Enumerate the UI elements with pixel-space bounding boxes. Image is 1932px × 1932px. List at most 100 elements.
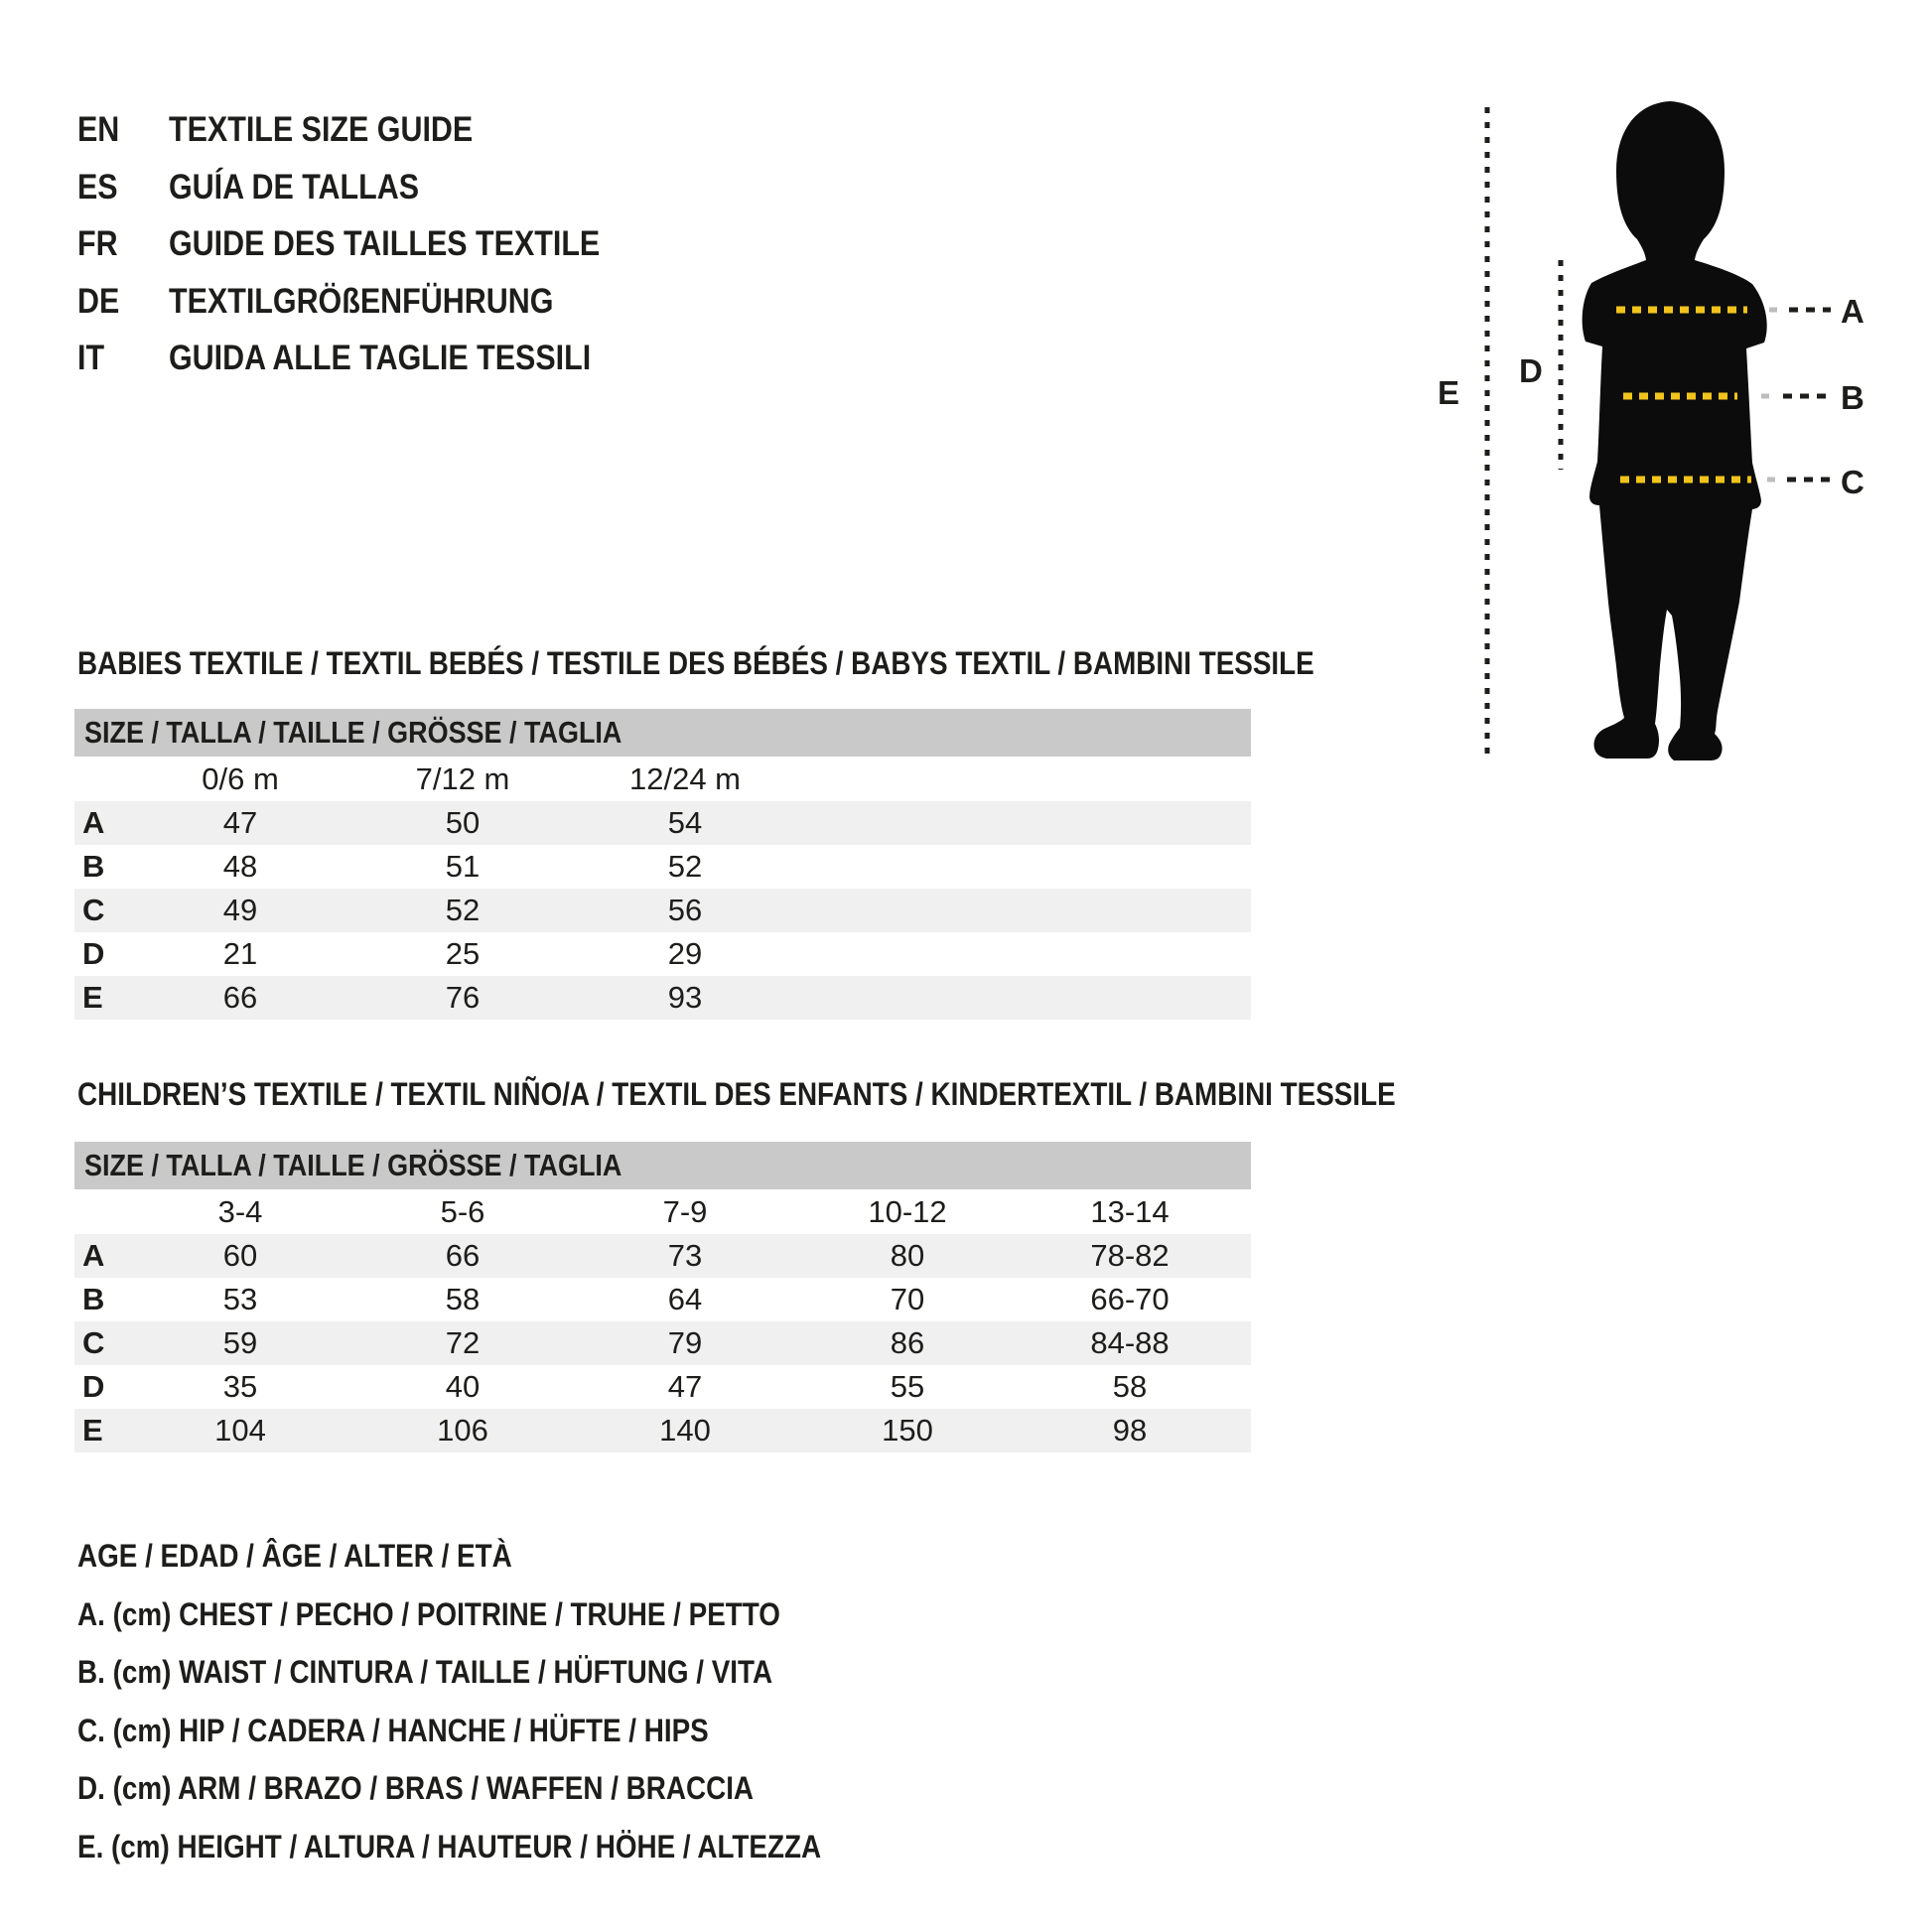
cell: 50: [445, 805, 481, 840]
guide-title: TEXTILE SIZE GUIDE: [169, 110, 474, 149]
label-a-chest: A: [1841, 293, 1864, 330]
cell: 47: [222, 805, 258, 840]
table-row: A 60 66 73 80 78-82: [74, 1234, 1251, 1278]
measurement-figure-diagram: A B C D E: [1438, 101, 1864, 762]
language-code: FR: [77, 224, 118, 263]
cell: 58: [1112, 1369, 1148, 1404]
language-code: ES: [77, 167, 118, 207]
row-label: E: [82, 980, 103, 1015]
language-row-de: DE TEXTILGRÖßENFÜHRUNG: [77, 273, 664, 331]
children-size-table: 3-4 5-6 7-9 10-12 13-14 A 60 66 73 80 78…: [74, 1189, 1251, 1452]
table-row: C 59 72 79 86 84-88: [74, 1321, 1251, 1365]
children-section-heading: CHILDREN’S TEXTILE / TEXTIL NIÑO/A / TEX…: [77, 1076, 1396, 1112]
language-row-en: EN TEXTILE SIZE GUIDE: [77, 101, 664, 159]
language-code: EN: [77, 110, 120, 149]
babies-size-table: 0/6 m 7/12 m 12/24 m A 47 50 54 B 48 51 …: [74, 757, 1251, 1020]
row-label: C: [82, 1325, 105, 1360]
column-header: 7-9: [662, 1194, 708, 1229]
label-d-arm: D: [1519, 352, 1543, 389]
cell: 70: [890, 1282, 925, 1316]
language-code: DE: [77, 281, 120, 321]
cell: 52: [445, 893, 481, 927]
row-label: E: [82, 1413, 103, 1448]
cell: 66: [222, 980, 258, 1015]
table-row: D 35 40 47 55 58: [74, 1365, 1251, 1409]
cell: 104: [214, 1413, 266, 1448]
row-label: B: [82, 1282, 105, 1316]
cell: 47: [667, 1369, 703, 1404]
row-label: A: [82, 1238, 105, 1273]
cell: 56: [667, 893, 703, 927]
cell: 29: [667, 936, 703, 971]
row-label: B: [82, 849, 105, 884]
table-row: E 66 76 93: [74, 976, 1251, 1020]
cell: 25: [445, 936, 481, 971]
language-row-es: ES GUÍA DE TALLAS: [77, 159, 664, 216]
cell: 51: [445, 849, 481, 884]
cell: 150: [882, 1413, 933, 1448]
cell: 76: [445, 980, 481, 1015]
cell: 86: [890, 1325, 925, 1360]
cell: 64: [667, 1282, 703, 1316]
language-row-it: IT GUIDA ALLE TAGLIE TESSILI: [77, 330, 664, 387]
language-row-fr: FR GUIDE DES TAILLES TEXTILE: [77, 215, 664, 273]
cell: 40: [445, 1369, 481, 1404]
row-label: A: [82, 805, 105, 840]
guide-title: TEXTILGRÖßENFÜHRUNG: [169, 281, 554, 321]
cell: 35: [222, 1369, 258, 1404]
column-header: 3-4: [217, 1194, 263, 1229]
children-size-bar: SIZE / TALLA / TAILLE / GRÖSSE / TAGLIA: [74, 1142, 1251, 1189]
cell: 58: [445, 1282, 481, 1316]
child-silhouette: [1582, 101, 1767, 760]
guide-title: GUIDA ALLE TAGLIE TESSILI: [169, 339, 592, 377]
legend-line-age: AGE / EDAD / ÂGE / ALTER / ETÀ: [77, 1538, 512, 1574]
empty-corner-cell: [74, 1189, 129, 1234]
language-code: IT: [77, 339, 105, 377]
cell: 48: [222, 849, 258, 884]
children-column-header-row: 3-4 5-6 7-9 10-12 13-14: [74, 1189, 1251, 1234]
cell: 73: [667, 1238, 703, 1273]
legend-line-arm: D. (cm) ARM / BRAZO / BRAS / WAFFEN / BR…: [77, 1770, 755, 1807]
cell: 53: [222, 1282, 258, 1316]
cell: 60: [222, 1238, 258, 1273]
table-row: E 104 106 140 150 98: [74, 1409, 1251, 1452]
cell: 55: [890, 1369, 925, 1404]
cell: 80: [890, 1238, 925, 1273]
cell: 52: [667, 849, 703, 884]
cell: 49: [222, 893, 258, 927]
label-b-waist: B: [1841, 379, 1864, 416]
column-header: 12/24 m: [628, 761, 741, 796]
language-header: EN TEXTILE SIZE GUIDE ES GUÍA DE TALLAS …: [77, 101, 664, 387]
cell: 93: [667, 980, 703, 1015]
column-header: 5-6: [440, 1194, 485, 1229]
guide-title: GUIDE DES TAILLES TEXTILE: [169, 224, 601, 263]
legend-line-hip: C. (cm) HIP / CADERA / HANCHE / HÜFTE / …: [77, 1712, 709, 1748]
row-label: D: [82, 1369, 105, 1404]
cell: 78-82: [1090, 1238, 1170, 1273]
table-row: B 48 51 52: [74, 845, 1251, 889]
legend-line-waist: B. (cm) WAIST / CINTURA / TAILLE / HÜFTU…: [77, 1654, 773, 1691]
empty-corner-cell: [74, 757, 129, 801]
cell: 21: [222, 936, 258, 971]
column-header: 13-14: [1090, 1194, 1170, 1229]
cell: 98: [1112, 1413, 1148, 1448]
cell: 66: [445, 1238, 481, 1273]
table-row: B 53 58 64 70 66-70: [74, 1278, 1251, 1321]
cell: 66-70: [1090, 1282, 1170, 1316]
table-row: A 47 50 54: [74, 801, 1251, 845]
cell: 72: [445, 1325, 481, 1360]
legend-line-height: E. (cm) HEIGHT / ALTURA / HAUTEUR / HÖHE…: [77, 1828, 822, 1864]
label-c-hip: C: [1841, 464, 1864, 500]
babies-size-bar: SIZE / TALLA / TAILLE / GRÖSSE / TAGLIA: [74, 709, 1251, 757]
row-label: C: [82, 893, 105, 927]
row-label: D: [82, 936, 105, 971]
guide-title: GUÍA DE TALLAS: [169, 167, 420, 207]
cell: 140: [659, 1413, 711, 1448]
column-header: 0/6 m: [202, 761, 279, 796]
measurement-legend: AGE / EDAD / ÂGE / ALTER / ETÀ A. (cm) C…: [77, 1527, 932, 1876]
table-row: C 49 52 56: [74, 889, 1251, 932]
babies-section-heading: BABIES TEXTILE / TEXTIL BEBÉS / TESTILE …: [77, 645, 1314, 681]
table-row: D 21 25 29: [74, 932, 1251, 976]
column-header: 7/12 m: [415, 761, 510, 796]
